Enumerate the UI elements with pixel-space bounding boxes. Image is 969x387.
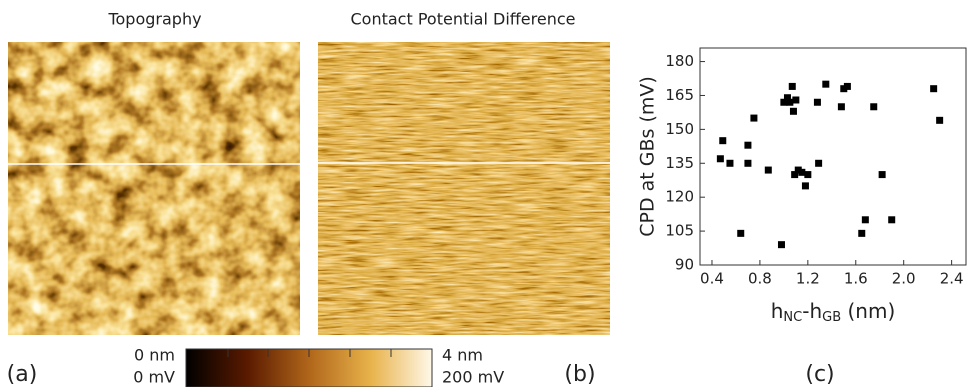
panel-label: (b): [564, 362, 595, 387]
data-point: [719, 137, 727, 145]
data-point: [840, 85, 848, 93]
data-point: [789, 107, 797, 115]
colorbar-ticks: [227, 349, 392, 357]
data-point: [878, 171, 886, 179]
y-tick-label: 105: [665, 222, 694, 240]
data-point: [791, 171, 799, 179]
panel-label: (c): [805, 362, 834, 387]
x-tick-label: 2.0: [892, 270, 916, 288]
data-point: [888, 216, 896, 224]
cpd-image: [318, 42, 610, 335]
panel-title: Topography: [107, 10, 201, 29]
panel-label: (a): [7, 362, 38, 387]
x-tick-label: 1.6: [844, 270, 868, 288]
data-point: [837, 103, 845, 111]
topography-image: [8, 42, 300, 335]
data-point: [780, 98, 788, 106]
y-tick-label: 135: [665, 154, 694, 172]
data-point: [783, 94, 791, 102]
data-point: [861, 216, 869, 224]
x-tick-label: 2.4: [940, 270, 964, 288]
data-point: [726, 159, 734, 167]
x-tick-label: 0.4: [700, 270, 724, 288]
x-axis-label-part: GB: [822, 310, 841, 325]
colorbar-label: 0 mV: [133, 368, 175, 387]
y-axis-label: CPD at GBs (mV): [637, 76, 659, 237]
data-point: [936, 116, 944, 124]
data-point: [744, 159, 752, 167]
x-axis-label: hNC-hGB (nm): [771, 299, 896, 325]
y-tick-label: 120: [665, 188, 694, 206]
y-tick-label: 150: [665, 120, 694, 138]
colorbar-label: 200 mV: [442, 368, 504, 387]
x-axis-label-part: NC: [783, 310, 802, 325]
data-point: [813, 98, 821, 106]
data-point: [870, 103, 878, 111]
data-point: [788, 82, 796, 90]
data-point: [822, 80, 830, 88]
data-point: [764, 166, 772, 174]
data-point: [792, 96, 800, 104]
x-axis-label-part: -h: [802, 299, 822, 323]
data-point: [777, 241, 785, 249]
data-point: [815, 159, 823, 167]
x-axis-label-part: (nm): [841, 299, 895, 323]
data-point: [794, 166, 802, 174]
y-tick-label: 90: [675, 256, 694, 274]
data-point: [858, 229, 866, 237]
data-point: [744, 141, 752, 149]
data-point: [930, 85, 938, 93]
y-tick-label: 180: [665, 52, 694, 70]
data-point: [750, 114, 758, 122]
data-point: [798, 168, 806, 176]
x-tick-label: 1.2: [796, 270, 820, 288]
data-point: [801, 182, 809, 190]
data-point: [843, 82, 851, 90]
x-tick-label: 0.8: [748, 270, 772, 288]
data-point: [737, 229, 745, 237]
y-tick-label: 165: [665, 86, 694, 104]
data-point: [804, 171, 812, 179]
data-point: [716, 155, 724, 163]
panel-title: Contact Potential Difference: [351, 10, 576, 29]
data-point: [786, 98, 794, 106]
colorbar-label: 4 nm: [442, 346, 483, 365]
plot-frame: [699, 47, 967, 266]
colorbar-label: 0 nm: [134, 346, 175, 365]
x-axis-label-part: h: [771, 299, 784, 323]
